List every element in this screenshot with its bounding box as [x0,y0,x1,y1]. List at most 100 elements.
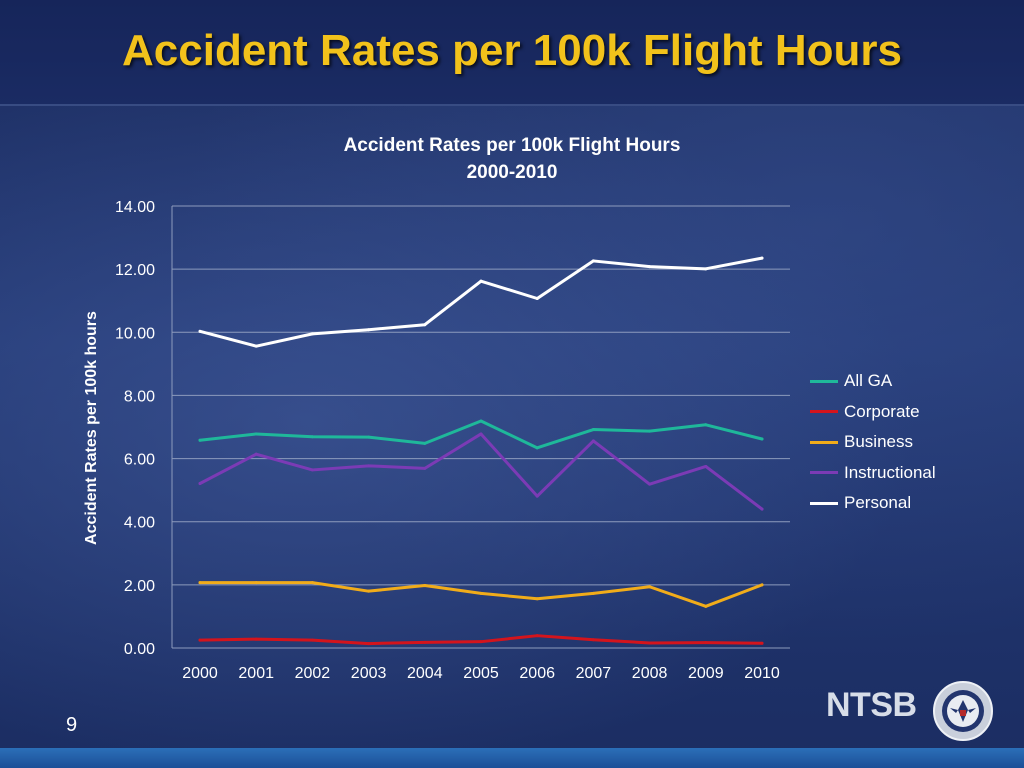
data-point [591,428,595,432]
data-point [591,439,595,443]
chart-title-block: Accident Rates per 100k Flight Hours 200… [262,132,762,186]
data-point [535,634,539,638]
data-point [479,640,483,644]
data-point [254,432,258,436]
x-tick-label: 2002 [295,665,331,682]
series-line-personal [198,256,764,348]
data-point [367,642,371,646]
data-point [535,446,539,450]
data-point [760,583,764,587]
data-point [254,452,258,456]
y-tick-label: 6.00 [124,452,155,469]
data-point [704,464,708,468]
y-tick-label: 8.00 [124,388,155,405]
y-tick-label: 14.00 [115,199,155,216]
data-point [535,494,539,498]
data-point [535,297,539,301]
data-point [198,638,202,642]
data-point [423,640,427,644]
chart-subtitle: 2000-2010 [466,162,558,183]
y-axis-label: Accident Rates per 100k hours [83,311,100,545]
data-point [760,641,764,645]
series-line-instructional [198,432,764,511]
y-tick-label: 0.00 [124,641,155,658]
x-tick-label: 2007 [576,665,612,682]
x-tick-labels: 2000 2001 2002 2003 2004 2005 2006 2007 2008 2009… [182,665,780,682]
legend-item: Business [810,427,936,458]
title-band [0,0,1024,106]
legend: All GA Corporate Business Instructional Pers… [810,366,936,519]
legend-swatch [810,471,838,475]
data-point [479,419,483,423]
data-point [367,589,371,593]
data-point [367,435,371,439]
legend-item: Instructional [810,458,936,489]
data-point [198,482,202,486]
legend-label: Personal [844,493,912,513]
data-point [367,328,371,332]
data-point [367,464,371,468]
data-point [648,482,652,486]
data-point [760,437,764,441]
data-point [479,432,483,436]
x-tick-label: 2006 [519,665,555,682]
data-point [254,637,258,641]
data-point [198,438,202,442]
data-point [423,323,427,327]
data-point [423,466,427,470]
legend-swatch [810,410,838,414]
data-point [591,591,595,595]
legend-label: Instructional [844,462,936,482]
data-point [479,591,483,595]
data-point [254,581,258,585]
data-point [535,597,539,601]
data-point [760,256,764,260]
y-tick-label: 10.00 [115,325,155,342]
data-point [648,585,652,589]
ntsb-seal-icon [933,681,993,741]
data-point [310,581,314,585]
data-point [704,267,708,271]
data-point [648,265,652,269]
legend-swatch [810,501,838,505]
legend-label: Business [844,432,913,452]
x-tick-label: 2004 [407,665,443,682]
legend-item: All GA [810,366,936,397]
data-point [704,423,708,427]
data-point [310,468,314,472]
data-point [760,507,764,511]
data-point [423,441,427,445]
data-point [479,279,483,283]
data-point [198,581,202,585]
data-point [423,583,427,587]
page-number: 9 [66,714,78,736]
x-tick-label: 2003 [351,665,387,682]
legend-swatch [810,379,838,383]
x-tick-label: 2010 [744,665,780,682]
data-point [648,641,652,645]
y-tick-label: 2.00 [124,578,155,595]
data-point [648,429,652,433]
data-point [704,604,708,608]
data-point [310,638,314,642]
y-tick-labels: 0.00 2.00 4.00 6.00 8.00 10.00 12.00 14.00 [115,199,155,658]
x-tick-label: 2009 [688,665,724,682]
data-point [198,329,202,333]
x-tick-label: 2005 [463,665,499,682]
x-tick-label: 2000 [182,665,218,682]
x-tick-label: 2008 [632,665,668,682]
legend-label: All GA [844,371,893,391]
data-point [704,641,708,645]
legend-item: Personal [810,488,936,519]
slide-title: Accident Rates per 100k Flight Hours [122,26,902,75]
legend-label: Corporate [844,401,920,421]
chart-title: Accident Rates per 100k Flight Hours [343,135,681,156]
data-point [310,332,314,336]
footer-bar [0,748,1024,768]
legend-item: Corporate [810,397,936,428]
ntsb-logo-text: NTSB [826,686,917,724]
series-lines [198,256,764,646]
y-tick-label: 12.00 [115,262,155,279]
